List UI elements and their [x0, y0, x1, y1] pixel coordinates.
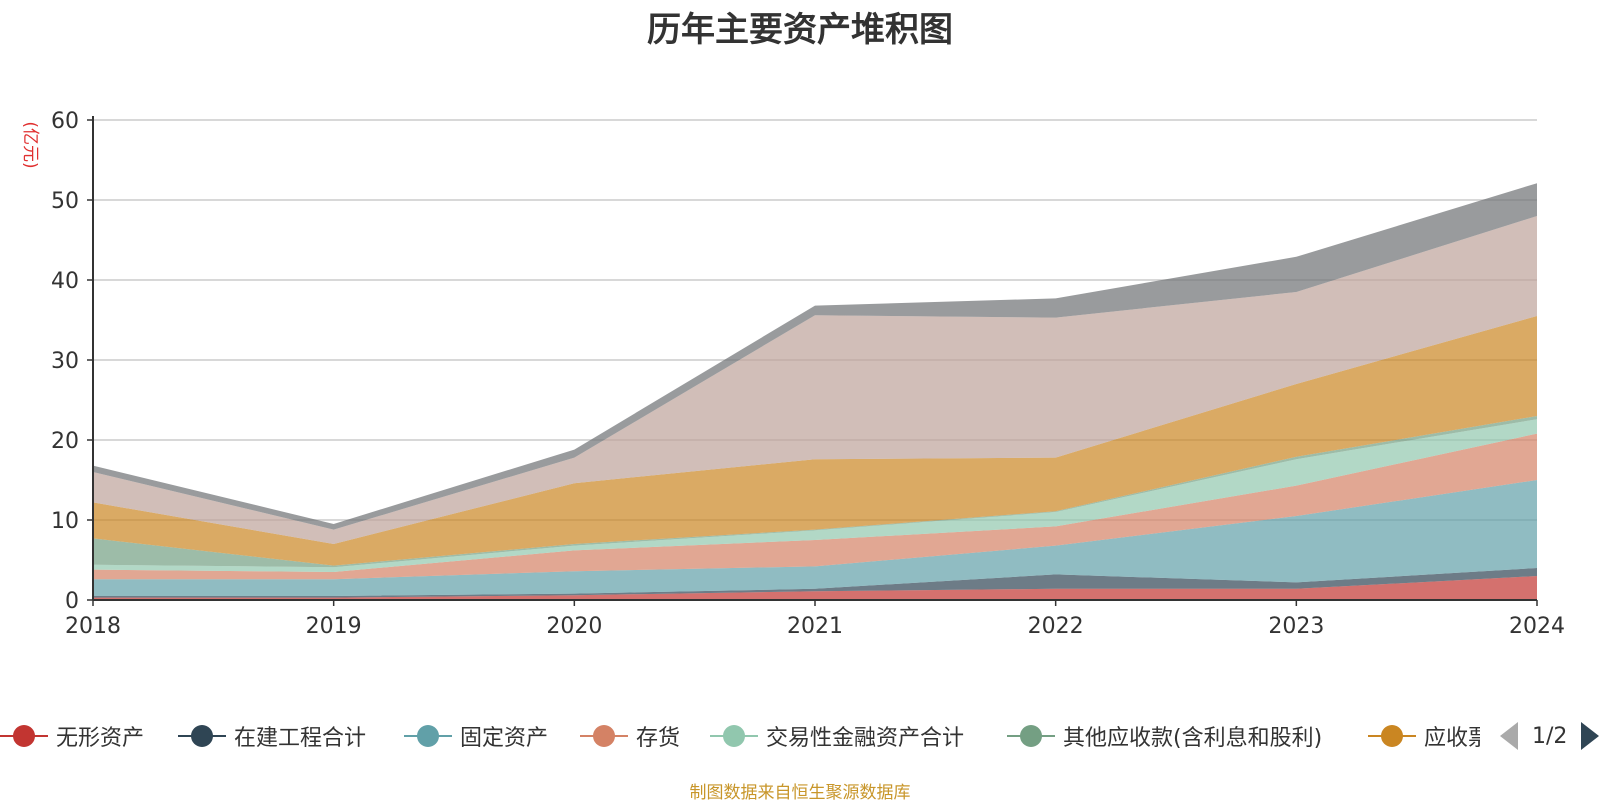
- legend-item[interactable]: 其他应收款(含利息和股利): [1007, 716, 1322, 756]
- y-tick-label: 50: [51, 189, 79, 214]
- legend-label: 存货: [636, 726, 681, 751]
- legend-item[interactable]: 存货: [580, 716, 680, 756]
- legend-page-indicator: 1/2: [1532, 723, 1568, 749]
- legend-label: 固定资产: [460, 726, 549, 751]
- x-tick-label: 2021: [787, 614, 843, 639]
- legend-label: 交易性金融资产合计: [766, 726, 965, 751]
- legend-pager: 1/2: [1500, 716, 1600, 756]
- legend-item[interactable]: 交易性金融资产合计: [710, 716, 964, 756]
- legend: 无形资产 在建工程合计 固定资产 存货 交易性金融资产合计 其他应收款(含利息和股利) 应收…: [0, 716, 1480, 756]
- y-unit-label: (亿元): [20, 121, 40, 168]
- legend-marker-icon: [580, 724, 628, 748]
- legend-marker-icon: [1368, 724, 1416, 748]
- x-tick-label: 2020: [546, 614, 602, 639]
- legend-label: 其他应收款(含利息和股利): [1063, 726, 1323, 751]
- legend-marker-icon: [710, 724, 758, 748]
- legend-item[interactable]: 无形资产: [0, 716, 144, 756]
- y-tick-label: 60: [51, 109, 79, 134]
- area-series: [93, 433, 1537, 580]
- legend-item[interactable]: 在建工程合计: [178, 716, 366, 756]
- x-tick-label: 2022: [1028, 614, 1084, 639]
- area-series: [93, 216, 1537, 544]
- chart-title: 历年主要资产堆积图: [647, 10, 953, 50]
- legend-marker-icon: [404, 724, 452, 748]
- area-series: [93, 316, 1537, 566]
- legend-label: 无形资产: [56, 726, 145, 751]
- legend-next-page-icon[interactable]: [1581, 722, 1600, 750]
- area-series: [93, 568, 1537, 598]
- source-note: 制图数据来自恒生聚源数据库: [689, 783, 911, 803]
- area-series: [93, 576, 1537, 600]
- x-tick-label: 2018: [65, 614, 121, 639]
- legend-marker-icon: [178, 724, 226, 748]
- x-tick-label: 2023: [1268, 614, 1324, 639]
- x-tick-label: 2024: [1509, 614, 1565, 639]
- y-tick-label: 10: [51, 509, 79, 534]
- legend-label: 在建工程合计: [234, 726, 367, 751]
- legend-marker-icon: [0, 724, 48, 748]
- legend-prev-page-icon[interactable]: [1500, 722, 1518, 750]
- legend-label: 应收票据及应收账款: [1424, 726, 1480, 751]
- y-tick-label: 20: [51, 429, 79, 454]
- area-series: [93, 480, 1537, 596]
- legend-item[interactable]: 固定资产: [404, 716, 548, 756]
- legend-item[interactable]: 应收票据及应收账款: [1368, 716, 1480, 756]
- legend-marker-icon: [1007, 724, 1055, 748]
- y-tick-label: 0: [65, 589, 79, 614]
- y-tick-label: 40: [51, 269, 79, 294]
- x-tick-label: 2019: [306, 614, 362, 639]
- y-tick-label: 30: [51, 349, 79, 374]
